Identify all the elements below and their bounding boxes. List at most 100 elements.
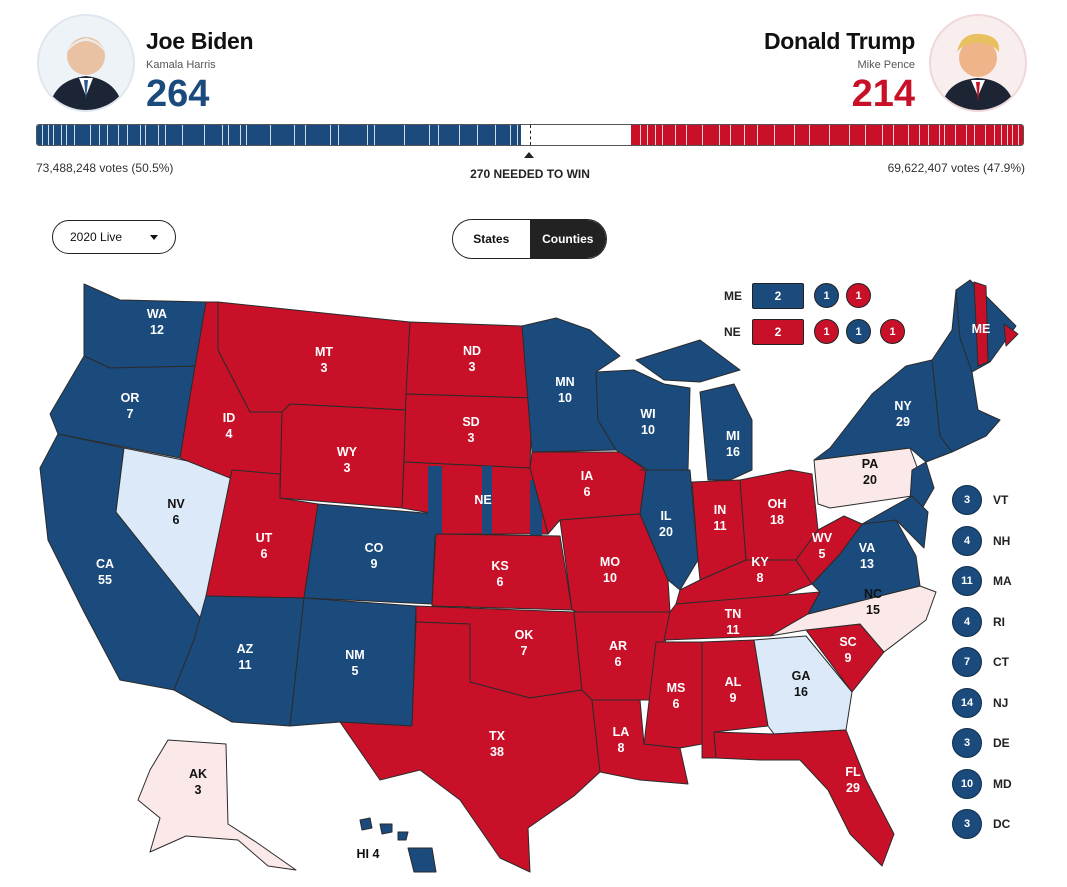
state-ny[interactable] (813, 359, 953, 463)
state-mi-up (635, 339, 741, 383)
state-label-wy: WY (337, 445, 358, 459)
small-state-nj[interactable]: 14 NJ (952, 687, 1042, 720)
bar-state-divider (337, 125, 339, 145)
state-ev-wa: 12 (150, 323, 164, 337)
bar-state-divider (227, 125, 229, 145)
state-label-mo: MO (600, 555, 620, 569)
state-ak[interactable] (137, 739, 297, 871)
small-state-ev: 3 (952, 485, 982, 515)
bar-state-divider (808, 125, 810, 145)
rep-popular-votes: 69,622,407 votes (47.9%) (887, 161, 1025, 175)
small-state-abbr: NJ (993, 695, 1009, 710)
bar-state-divider (73, 125, 75, 145)
bar-state-divider (293, 125, 295, 145)
state-label-wi: WI (640, 407, 655, 421)
bar-state-divider (240, 125, 242, 145)
state-ev-ia: 6 (584, 485, 591, 499)
bar-state-divider (773, 125, 775, 145)
year-select[interactable]: 2020 Live (52, 220, 176, 254)
small-state-ct[interactable]: 7 CT (952, 647, 1042, 679)
state-wa[interactable] (83, 283, 207, 369)
bar-state-divider (1012, 125, 1013, 145)
small-state-de[interactable]: 3 DE (952, 728, 1042, 760)
state-ev-tn: 11 (726, 623, 739, 637)
state-label-ms: MS (667, 681, 686, 695)
state-label-wv: WV (812, 531, 833, 545)
bar-state-divider (157, 125, 159, 145)
bar-state-divider (42, 125, 44, 145)
state-la[interactable] (591, 699, 689, 785)
state-ms[interactable] (643, 641, 703, 749)
state-de-md[interactable] (861, 495, 929, 549)
state-ev-ut: 6 (261, 547, 268, 561)
small-state-md[interactable]: 10 MD (952, 768, 1042, 801)
state-label-nm: NM (345, 648, 364, 662)
rep-bar-segment (630, 125, 1023, 145)
state-ev-il: 20 (659, 525, 673, 539)
ne-district-3[interactable]: 1 (880, 319, 905, 344)
state-ev-nm: 5 (352, 664, 359, 678)
ne-district-2-circle[interactable]: 1 (846, 319, 871, 344)
bar-state-divider (892, 125, 894, 145)
view-toggle[interactable]: States Counties (452, 219, 607, 259)
state-fl[interactable] (713, 729, 895, 867)
state-label-al: AL (725, 675, 742, 689)
small-state-ev: 7 (952, 647, 982, 677)
small-state-vt[interactable]: 3 VT (952, 485, 1042, 517)
state-ev-or: 7 (127, 407, 134, 421)
dem-running-mate: Kamala Harris (146, 59, 216, 71)
state-label-pa: PA (862, 457, 878, 471)
state-wy[interactable] (279, 403, 407, 509)
bar-state-divider (403, 125, 405, 145)
ne-district-1[interactable]: 1 (814, 319, 839, 344)
state-ev-wy: 3 (344, 461, 351, 475)
small-state-nh[interactable]: 4 NH (952, 525, 1042, 558)
bar-state-divider (848, 125, 850, 145)
state-nm[interactable] (289, 597, 417, 727)
state-ev-tx: 38 (490, 745, 504, 759)
small-state-ev: 3 (952, 809, 982, 839)
small-state-abbr: DC (993, 817, 1011, 831)
state-label-la: LA (613, 725, 630, 739)
bar-state-divider (865, 125, 867, 145)
ne-district-2b (482, 466, 492, 534)
bar-state-divider (53, 125, 55, 145)
state-hi[interactable] (359, 817, 437, 873)
state-label-ne: NE (474, 493, 491, 507)
bar-state-divider (966, 125, 968, 145)
small-state-ev: 4 (952, 525, 982, 556)
state-ev-nd: 3 (469, 360, 476, 374)
bar-state-divider (66, 125, 68, 145)
me-district-1[interactable]: 1 (814, 283, 839, 308)
small-state-ev: 11 (952, 566, 982, 596)
state-label-co: CO (365, 541, 384, 555)
small-state-dc[interactable]: 3 DC (952, 809, 1042, 841)
state-il[interactable] (639, 469, 699, 591)
state-label-ut: UT (256, 531, 273, 545)
small-state-ma[interactable]: 11 MA (952, 566, 1042, 598)
small-state-ri[interactable]: 4 RI (952, 606, 1042, 639)
bar-state-divider (374, 125, 376, 145)
small-state-abbr: MD (993, 776, 1012, 791)
ne-split-label: NE (724, 325, 741, 339)
me-district-2-circle[interactable]: 1 (846, 283, 871, 308)
bar-state-divider (117, 125, 119, 145)
small-state-abbr: DE (993, 736, 1010, 750)
state-ev-fl: 29 (846, 781, 860, 795)
trump-avatar (929, 14, 1027, 112)
bar-state-divider (139, 125, 141, 145)
state-mi[interactable] (699, 383, 753, 481)
ne-statewide[interactable]: 2 (752, 319, 804, 345)
bar-state-divider (984, 125, 986, 145)
me-statewide[interactable]: 2 (752, 283, 804, 309)
bar-state-divider (517, 125, 519, 145)
toggle-counties[interactable]: Counties (529, 220, 606, 258)
bar-state-divider (993, 125, 995, 145)
bar-state-divider (99, 125, 101, 145)
me-coast (1003, 323, 1019, 347)
small-state-ev: 4 (952, 606, 982, 637)
toggle-states[interactable]: States (453, 220, 530, 258)
bar-state-divider (685, 125, 687, 145)
state-ev-ks: 6 (497, 575, 504, 589)
state-ev-ga: 16 (794, 685, 808, 699)
